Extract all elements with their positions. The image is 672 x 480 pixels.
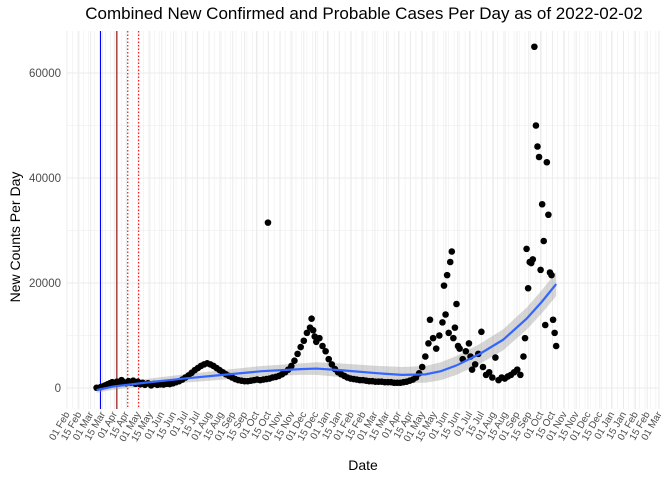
data-point — [422, 353, 429, 360]
data-point — [524, 284, 532, 292]
data-point — [288, 362, 295, 370]
data-point — [297, 343, 304, 351]
data-point — [513, 366, 521, 373]
data-point — [465, 340, 473, 347]
data-point — [552, 342, 560, 350]
data-point — [468, 366, 476, 373]
data-point — [432, 345, 440, 352]
data-point — [451, 324, 459, 331]
trend-line — [96, 283, 558, 392]
data-point — [264, 219, 272, 226]
data-point — [439, 319, 446, 326]
data-point — [532, 122, 540, 129]
data-point — [436, 332, 443, 339]
data-point — [300, 337, 308, 345]
data-point — [294, 350, 301, 358]
data-point — [492, 354, 499, 361]
data-point — [319, 342, 326, 350]
data-point — [303, 329, 311, 337]
data-point — [523, 245, 530, 253]
data-point — [316, 334, 323, 342]
data-point — [462, 347, 470, 355]
data-point — [517, 371, 524, 379]
data-point — [426, 316, 434, 324]
data-point — [448, 248, 456, 255]
y-tick-label: 20000 — [29, 278, 61, 290]
data-point — [549, 316, 557, 324]
data-point — [520, 353, 527, 360]
data-point — [537, 266, 544, 274]
data-point — [479, 363, 487, 371]
data-point — [446, 258, 454, 266]
trend-line-group — [96, 283, 558, 392]
y-tick-label: 0 — [55, 383, 61, 395]
data-point — [456, 345, 463, 352]
confidence-band — [96, 271, 557, 393]
data-point — [548, 271, 555, 279]
data-point — [445, 329, 452, 337]
data-point — [534, 143, 541, 150]
reference-lines — [99, 31, 140, 409]
data-point — [551, 329, 558, 337]
data-point — [418, 363, 426, 371]
x-axis-title: Date — [348, 457, 378, 473]
data-point — [535, 153, 543, 161]
y-tick-label: 40000 — [29, 173, 61, 185]
data-point — [309, 326, 317, 334]
data-point — [308, 315, 315, 323]
y-axis-title: New Counts Per Day — [7, 172, 23, 303]
chart-title: Combined New Confirmed and Probable Case… — [85, 4, 643, 23]
data-point — [478, 328, 485, 336]
grid — [66, 31, 660, 409]
data-point — [543, 158, 551, 166]
data-point — [328, 361, 336, 368]
data-point — [538, 200, 546, 208]
data-point — [425, 340, 432, 347]
data-point — [442, 311, 449, 318]
data-point — [291, 357, 298, 365]
data-point — [322, 347, 329, 355]
data-point — [453, 300, 460, 308]
data-point — [443, 271, 451, 279]
data-point — [450, 334, 457, 342]
data-point — [325, 355, 333, 363]
data-point — [440, 282, 448, 289]
data-point — [429, 334, 437, 342]
y-axis-ticks: 0 20000 40000 60000 — [29, 68, 61, 395]
data-point — [541, 321, 549, 329]
data-point — [521, 334, 529, 342]
data-point — [540, 237, 548, 245]
data-point — [529, 256, 537, 263]
data-point — [531, 43, 538, 51]
data-point — [485, 368, 493, 376]
data-point — [489, 374, 496, 381]
trend-confidence-band — [96, 271, 557, 393]
y-tick-label: 60000 — [29, 68, 61, 80]
data-point — [471, 361, 479, 368]
data-point — [545, 211, 552, 219]
